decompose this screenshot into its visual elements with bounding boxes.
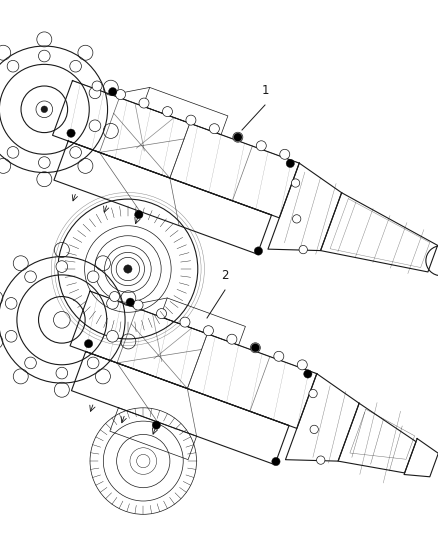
Circle shape bbox=[39, 50, 50, 62]
Circle shape bbox=[56, 261, 67, 272]
Circle shape bbox=[304, 370, 312, 378]
Circle shape bbox=[297, 360, 307, 370]
Circle shape bbox=[280, 149, 290, 159]
Circle shape bbox=[254, 247, 263, 255]
Circle shape bbox=[85, 340, 93, 348]
Circle shape bbox=[67, 129, 75, 138]
Circle shape bbox=[156, 309, 166, 319]
Circle shape bbox=[133, 300, 143, 310]
Circle shape bbox=[139, 98, 149, 108]
Circle shape bbox=[134, 211, 143, 219]
Circle shape bbox=[234, 133, 242, 141]
Circle shape bbox=[116, 90, 126, 100]
Circle shape bbox=[274, 351, 284, 361]
Text: 1: 1 bbox=[261, 84, 269, 97]
Circle shape bbox=[272, 457, 280, 466]
Circle shape bbox=[110, 292, 120, 302]
Circle shape bbox=[209, 124, 219, 134]
Circle shape bbox=[227, 334, 237, 344]
Circle shape bbox=[186, 115, 196, 125]
Circle shape bbox=[293, 215, 301, 223]
Circle shape bbox=[233, 132, 243, 142]
Circle shape bbox=[107, 330, 118, 342]
Circle shape bbox=[92, 81, 102, 91]
Circle shape bbox=[107, 297, 118, 309]
Circle shape bbox=[162, 107, 173, 117]
Circle shape bbox=[39, 157, 50, 168]
Circle shape bbox=[41, 106, 48, 112]
Circle shape bbox=[317, 456, 325, 464]
Circle shape bbox=[109, 87, 117, 96]
Circle shape bbox=[89, 87, 101, 99]
Circle shape bbox=[180, 317, 190, 327]
Circle shape bbox=[124, 265, 132, 273]
Circle shape bbox=[286, 159, 294, 167]
Circle shape bbox=[116, 257, 140, 281]
Circle shape bbox=[152, 421, 160, 429]
Circle shape bbox=[203, 326, 213, 336]
Circle shape bbox=[256, 141, 266, 151]
Text: 2: 2 bbox=[221, 269, 229, 282]
Circle shape bbox=[70, 60, 81, 72]
Circle shape bbox=[251, 344, 260, 352]
Circle shape bbox=[89, 120, 101, 132]
Circle shape bbox=[309, 390, 317, 398]
Circle shape bbox=[25, 271, 36, 282]
Circle shape bbox=[7, 147, 19, 158]
Circle shape bbox=[126, 298, 134, 306]
Circle shape bbox=[5, 330, 17, 342]
Circle shape bbox=[5, 297, 17, 309]
Circle shape bbox=[299, 245, 307, 254]
Circle shape bbox=[56, 367, 67, 379]
Circle shape bbox=[291, 179, 300, 187]
Circle shape bbox=[25, 357, 36, 369]
Circle shape bbox=[87, 357, 99, 369]
Circle shape bbox=[87, 271, 99, 282]
Circle shape bbox=[251, 343, 260, 353]
Circle shape bbox=[310, 425, 318, 433]
Circle shape bbox=[7, 60, 19, 72]
Circle shape bbox=[70, 147, 81, 158]
